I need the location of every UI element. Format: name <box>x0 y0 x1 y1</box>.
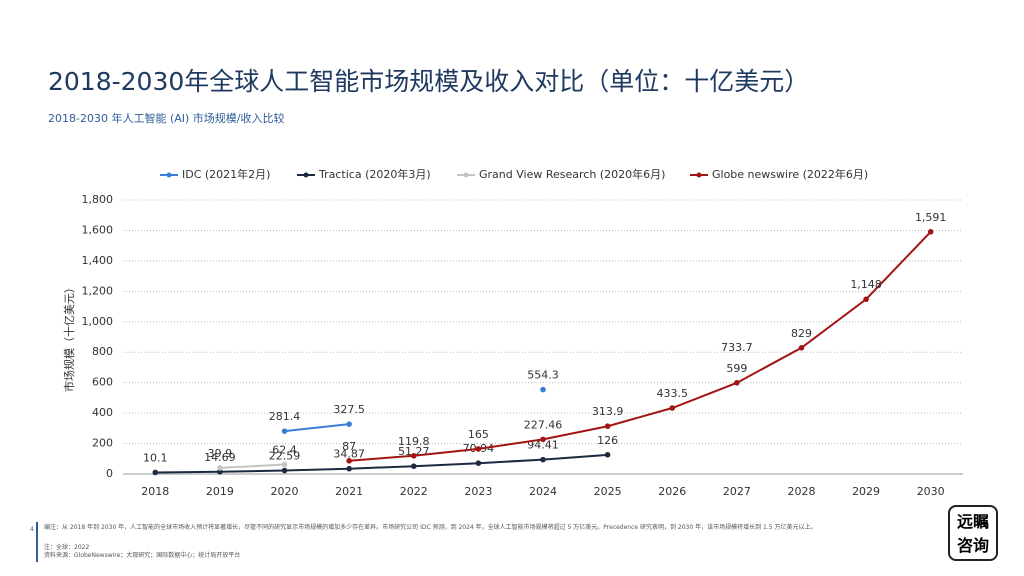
x-tick-label: 2018 <box>141 485 169 498</box>
point <box>540 386 546 393</box>
chart: 0 200 400 600 800 1,000 1,200 1,400 1,600 1,800 市场… <box>62 167 963 498</box>
point <box>734 380 740 386</box>
x-tick-label: 2022 <box>400 485 428 498</box>
point <box>346 421 352 427</box>
source: 资料来源：GlobeNewswire；大观研究；国际数据中心；统计局开放平台 <box>44 552 241 559</box>
data-label: 1,148 <box>850 278 882 291</box>
logo-text: 远瞩 <box>956 512 989 531</box>
series-line <box>219 463 285 469</box>
y-tick-label: 1,200 <box>82 284 114 297</box>
point <box>863 296 869 303</box>
legend-label: Grand View Research (2020年6月) <box>479 167 665 181</box>
x-tick-label: 2027 <box>723 485 751 498</box>
data-label: 313.9 <box>592 405 624 418</box>
data-label: 126 <box>597 434 618 447</box>
data-label: 554.3 <box>527 369 559 382</box>
y-tick-label: 200 <box>92 437 113 450</box>
annotation: 733.7 <box>721 341 753 354</box>
scope: 注：全球：2022 <box>44 544 90 551</box>
data-label: 94.41 <box>527 439 559 452</box>
x-tick-label: 2030 <box>917 485 945 498</box>
x-tick-label: 2028 <box>787 485 815 498</box>
data-label: 165 <box>468 428 489 441</box>
point <box>927 229 934 235</box>
y-tick-label: 1,400 <box>82 254 114 267</box>
logo-text: 咨询 <box>956 536 989 555</box>
series-line <box>285 390 543 432</box>
data-label: 14.69 <box>204 451 236 464</box>
legend-marker <box>463 172 469 178</box>
y-tick-label: 600 <box>92 376 113 389</box>
x-tick-label: 2026 <box>658 485 686 498</box>
point <box>540 456 546 463</box>
point <box>604 423 611 430</box>
data-label: 1,591 <box>915 211 947 224</box>
legend-label: Tractica (2020年3月) <box>318 167 431 181</box>
point <box>475 446 482 452</box>
point <box>281 461 288 468</box>
y-tick-label: 1,600 <box>82 223 114 236</box>
point <box>798 345 805 351</box>
data-label: 227.46 <box>524 418 563 431</box>
x-tick-label: 2025 <box>594 485 622 498</box>
y-tick-label: 800 <box>92 345 113 358</box>
title: 2018-2030年全球人工智能市场规模及收入对比（单位：十亿美元） <box>48 67 810 96</box>
point <box>152 469 159 476</box>
data-label: 119.8 <box>398 435 430 448</box>
data-label: 34.87 <box>333 448 365 461</box>
subtitle: 2018-2030 年人工智能 (AI) 市场规模/收入比较 <box>48 112 285 125</box>
divider <box>36 522 38 562</box>
data-label: 327.5 <box>333 403 365 416</box>
point <box>346 465 352 472</box>
legend-marker <box>696 172 702 178</box>
x-tick-label: 2020 <box>271 485 299 498</box>
y-tick-label: 400 <box>92 406 113 419</box>
legend-marker <box>303 172 309 178</box>
x-tick-label: 2021 <box>335 485 363 498</box>
data-label: 599 <box>726 362 747 375</box>
data-label: 22.59 <box>269 450 301 463</box>
data-label: 433.5 <box>656 387 688 400</box>
y-tick-label: 1,000 <box>82 315 114 328</box>
point <box>475 460 482 467</box>
logo: 远瞩 咨询 <box>948 505 998 561</box>
point <box>281 467 288 474</box>
point <box>604 452 611 458</box>
x-tick-label: 2019 <box>206 485 234 498</box>
data-label: 39.9 <box>208 447 233 460</box>
point <box>281 428 288 434</box>
data-label: 10.1 <box>143 451 168 464</box>
point <box>217 468 223 475</box>
series-line <box>155 453 608 474</box>
page-number: 4 <box>30 526 34 533</box>
point <box>540 436 546 443</box>
note: 编注：从 2018 年到 2030 年，人工智能的全球市场收入预计将显著增长，尽… <box>44 524 817 531</box>
legend-marker <box>166 172 172 178</box>
point <box>410 452 417 459</box>
y-axis-label: 市场规模（十亿美元） <box>62 282 76 392</box>
series-line <box>349 231 932 462</box>
point <box>217 465 223 471</box>
y-tick-label: 0 <box>106 467 113 480</box>
x-tick-label: 2023 <box>464 485 492 498</box>
data-label: 87 <box>342 440 356 453</box>
legend-label: IDC (2021年2月) <box>182 167 270 181</box>
point <box>410 463 417 469</box>
x-tick-label: 2029 <box>852 485 880 498</box>
x-tick-label: 2024 <box>529 485 557 498</box>
legend-label: Globe newswire (2022年6月) <box>712 167 868 181</box>
data-label: 829 <box>791 327 812 340</box>
point <box>669 405 676 411</box>
y-tick-label: 1,800 <box>82 193 114 206</box>
data-label: 281.4 <box>269 410 301 423</box>
data-label: 62.4 <box>272 444 297 457</box>
point <box>346 457 352 464</box>
